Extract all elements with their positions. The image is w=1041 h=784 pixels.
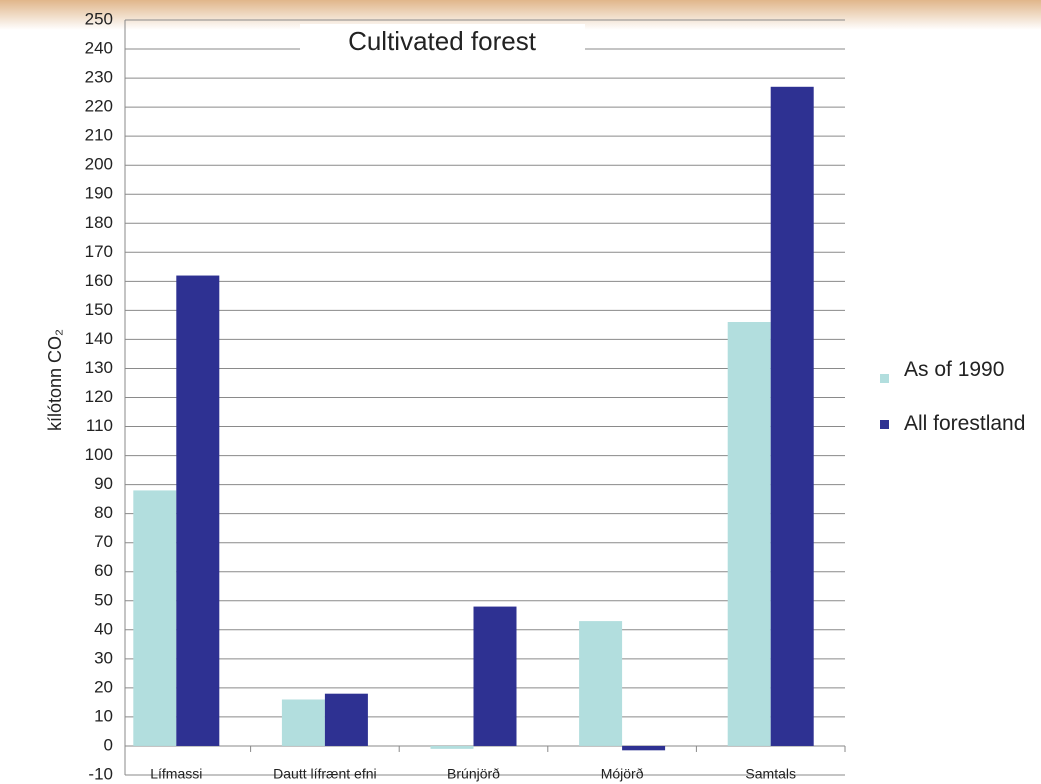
y-tick-label: 60 bbox=[94, 561, 113, 580]
bar bbox=[176, 275, 220, 746]
legend-swatch bbox=[880, 374, 889, 383]
y-tick-label: 170 bbox=[85, 242, 113, 261]
legend-label: All forestland bbox=[904, 412, 1026, 435]
x-tick-label: Lífmassi bbox=[150, 766, 202, 782]
y-tick-label: 210 bbox=[85, 126, 113, 145]
y-tick-label: 190 bbox=[85, 184, 113, 203]
y-tick-label: 40 bbox=[94, 619, 113, 638]
y-tick-label: 130 bbox=[85, 358, 113, 377]
x-tick-label: Samtals bbox=[745, 766, 796, 782]
y-tick-label: 120 bbox=[85, 387, 113, 406]
y-tick-label: 150 bbox=[85, 300, 113, 319]
y-tick-label: 50 bbox=[94, 590, 113, 609]
y-tick-label: 10 bbox=[94, 706, 113, 725]
y-tick-label: 240 bbox=[85, 39, 113, 58]
legend-swatch bbox=[880, 420, 889, 429]
y-tick-label: 90 bbox=[94, 474, 113, 493]
bar bbox=[579, 621, 623, 746]
x-tick-label: Brúnjörð bbox=[447, 766, 500, 782]
x-tick-label: Mójörð bbox=[601, 766, 644, 782]
y-tick-label: 80 bbox=[94, 503, 113, 522]
y-tick-label: 230 bbox=[85, 68, 113, 87]
y-tick-label: 70 bbox=[94, 532, 113, 551]
bar bbox=[770, 86, 814, 746]
bar bbox=[324, 693, 368, 746]
bar bbox=[727, 322, 771, 746]
y-tick-label: 140 bbox=[85, 329, 113, 348]
bar bbox=[622, 745, 666, 751]
y-tick-label: 220 bbox=[85, 97, 113, 116]
y-tick-label: 30 bbox=[94, 648, 113, 667]
bar bbox=[281, 699, 325, 746]
chart-title: Cultivated forest bbox=[348, 26, 537, 56]
title-box bbox=[300, 24, 585, 62]
legend-label: As of 1990 bbox=[904, 358, 1005, 381]
y-tick-label: 100 bbox=[85, 445, 113, 464]
x-tick-label: Dautt lífrænt efni bbox=[273, 766, 377, 782]
bar bbox=[133, 490, 177, 746]
y-tick-label: 160 bbox=[85, 271, 113, 290]
y-tick-label: 20 bbox=[94, 677, 113, 696]
y-tick-label: 0 bbox=[104, 735, 113, 754]
bar bbox=[473, 606, 517, 746]
y-tick-label: -10 bbox=[88, 764, 113, 783]
y-tick-label: 110 bbox=[86, 416, 113, 435]
y-axis-label: kílótonn CO₂ bbox=[45, 329, 65, 431]
y-tick-label: 250 bbox=[85, 9, 113, 28]
bar bbox=[430, 745, 474, 749]
y-tick-label: 180 bbox=[85, 213, 113, 232]
y-tick-label: 200 bbox=[85, 155, 113, 174]
